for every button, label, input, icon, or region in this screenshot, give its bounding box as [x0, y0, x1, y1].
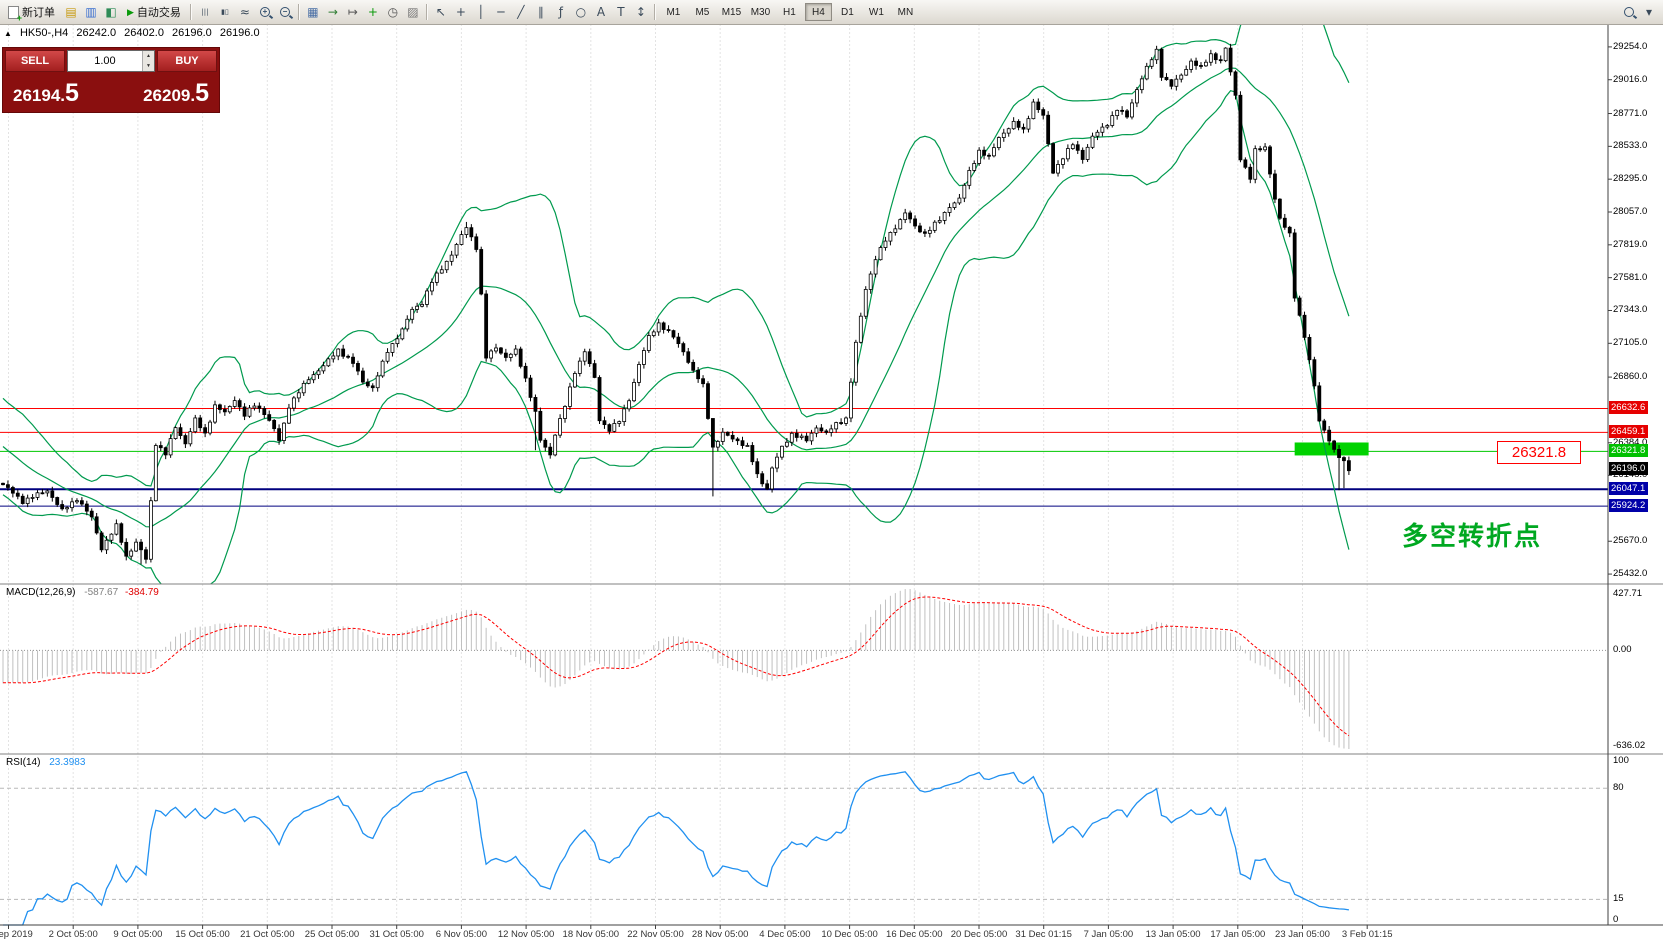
zoom-out-icon[interactable]: − [275, 2, 295, 22]
cursor-icon[interactable]: ↖ [431, 2, 451, 22]
timeframe-m5[interactable]: M5 [689, 3, 716, 21]
candles-chart-icon[interactable]: ▮▯ [215, 2, 235, 22]
one-click-trading-panel: SELL ▲ ▼ BUY 26194.5 26209.5 [2, 47, 220, 113]
volume-decrease-button[interactable]: ▼ [142, 61, 154, 71]
ohlc-open: 26242.0 [76, 27, 117, 39]
autotrade-button[interactable]: ▶ 自动交易 [121, 2, 187, 22]
toolbar-group-objects: ↖ + │ ─ ╱ ∥ ƒ ○ A T ↕ [431, 2, 651, 22]
label-icon[interactable]: T [611, 2, 631, 22]
new-order-icon [8, 5, 22, 23]
profiles-icon[interactable]: ▥ [81, 2, 101, 22]
buy-price: 26209.5 [143, 79, 209, 108]
toolbar-separator [653, 4, 656, 20]
rsi-name: RSI(14) [6, 757, 41, 768]
toolbar-group-chart-tools: ▦ → ↦ + ◷ ▨ [303, 2, 423, 22]
rsi-indicator-label: RSI(14) 23.3983 [6, 757, 85, 768]
bollinger-band-line [2, 67, 1350, 528]
toolbar-group-windows: ▤ ▥ ◧ [61, 2, 121, 22]
one-click-panel-toggle[interactable]: ▲ [4, 29, 12, 38]
fibo-icon[interactable]: ƒ [551, 2, 571, 22]
timeframe-h4[interactable]: H4 [804, 3, 832, 21]
volume-spinner: ▲ ▼ [141, 51, 154, 71]
macd-indicator-label: MACD(12,26,9) -587.67 -384.79 [6, 587, 159, 598]
data-window-icon[interactable]: ◧ [101, 2, 121, 22]
hline-icon[interactable]: ─ [491, 2, 511, 22]
crosshair-icon[interactable]: + [451, 2, 471, 22]
volume-control: ▲ ▼ [67, 50, 155, 72]
timeframe-h1[interactable]: H1 [776, 3, 803, 21]
bollinger-band-line [2, 24, 1350, 487]
toolbar-separator [297, 4, 300, 20]
zoom-in-icon[interactable]: + [255, 2, 275, 22]
macd-signal-value: -384.79 [124, 587, 159, 598]
bollinger-band-line [2, 90, 1350, 584]
buy-price-big-digit: 5 [195, 79, 209, 107]
timeframe-d1[interactable]: D1 [834, 3, 861, 21]
sell-price: 26194.5 [13, 79, 79, 108]
price-callout-annotation[interactable]: 26321.8 [1497, 441, 1581, 464]
new-chart-icon[interactable]: ▤ [61, 2, 81, 22]
channel-icon[interactable]: ∥ [531, 2, 551, 22]
timeframe-m1[interactable]: M1 [660, 3, 687, 21]
trendline-icon[interactable]: ╱ [511, 2, 531, 22]
collapse-toolbar-icon[interactable]: ▾ [1639, 2, 1659, 22]
chart-shift-icon[interactable]: ↦ [343, 2, 363, 22]
new-order-label: 新订单 [22, 7, 55, 19]
toolbar-separator [425, 4, 428, 20]
arrows-icon[interactable]: ↕ [631, 2, 651, 22]
toolbar-separator [189, 4, 192, 20]
timeframe-m30[interactable]: M30 [747, 3, 774, 21]
chart-ohlc-header: ▲ HK50-,H4 26242.0 26402.0 26196.0 26196… [4, 27, 265, 39]
autotrade-play-icon: ▶ [127, 6, 134, 17]
buy-price-main: 26209. [143, 86, 196, 105]
text-icon[interactable]: A [591, 2, 611, 22]
bars-chart-icon[interactable]: ||| [195, 2, 215, 22]
autotrade-label: 自动交易 [136, 7, 181, 19]
macd-name: MACD(12,26,9) [6, 587, 76, 598]
periods-icon[interactable]: ◷ [383, 2, 403, 22]
new-order-button[interactable]: 新订单 [2, 2, 61, 23]
ohlc-low: 26196.0 [172, 27, 212, 39]
indicators-icon[interactable]: + [363, 2, 383, 22]
timeframe-m15[interactable]: M15 [718, 3, 745, 21]
toolbar-group-right: ▾ [1619, 2, 1659, 22]
macd-signal-line [2, 596, 1350, 737]
rsi-value: 23.3983 [49, 757, 86, 768]
auto-scroll-icon[interactable]: → [323, 2, 343, 22]
timeframe-w1[interactable]: W1 [863, 3, 890, 21]
turning-point-note[interactable]: 多空转折点 [1402, 521, 1543, 551]
volume-increase-button[interactable]: ▲ [142, 51, 154, 61]
sell-price-big-digit: 5 [65, 79, 79, 107]
templates-icon[interactable]: ▨ [403, 2, 423, 22]
main-chart-panel [0, 24, 1608, 584]
sell-price-main: 26194. [13, 86, 65, 105]
sell-button[interactable]: SELL [5, 50, 65, 72]
line-chart-icon[interactable]: ≈ [235, 2, 255, 22]
vline-icon[interactable]: │ [471, 2, 491, 22]
ellipse-icon[interactable]: ○ [571, 2, 591, 22]
chart-symbol-period: HK50-,H4 [19, 27, 69, 39]
search-icon[interactable] [1619, 2, 1639, 22]
rsi-line [3, 771, 1350, 926]
buy-button[interactable]: BUY [157, 50, 217, 72]
toolbar-group-chart-type: ||| ▮▯ ≈ + − [195, 2, 295, 22]
ohlc-close: 26196.0 [219, 27, 260, 39]
timeframe-mn[interactable]: MN [892, 3, 919, 21]
tile-windows-icon[interactable]: ▦ [303, 2, 323, 22]
support-zone-rect[interactable] [1294, 442, 1369, 456]
volume-input[interactable] [68, 51, 142, 71]
ohlc-high: 26402.0 [124, 27, 164, 39]
main-toolbar: 新订单 ▤▥◧ ▶ 自动交易 |||▮▯≈+− ▦→↦+◷▨ ↖+│─╱∥ƒ○A… [0, 0, 1663, 25]
macd-main-value: -587.67 [84, 587, 119, 598]
toolbar-group-timeframes: M1 M5 M15 M30 H1 H4 D1 W1 MN [659, 3, 920, 21]
